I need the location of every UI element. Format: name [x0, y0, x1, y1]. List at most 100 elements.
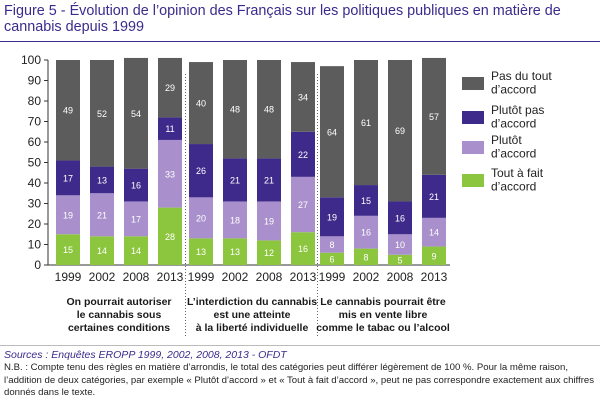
bar-segment-pas-du-tout: [189, 62, 213, 145]
data-label: 13: [97, 175, 107, 185]
data-label: 64: [327, 127, 337, 137]
group-label: est une atteinte: [213, 309, 290, 321]
legend-label: d’accord: [491, 83, 536, 97]
data-label: 61: [361, 118, 371, 128]
bar-segment-plutot: [124, 201, 148, 237]
data-label: 27: [298, 200, 308, 210]
legend-swatch-pas-du-tout: [462, 77, 484, 90]
bar-segment-tout-a-fait: [223, 238, 247, 265]
x-tick-label: 1999: [188, 270, 215, 284]
x-tick-label: 2013: [290, 270, 317, 284]
data-label: 13: [196, 247, 206, 257]
data-label: 14: [97, 246, 107, 256]
bar-segment-pas-du-tout: [90, 60, 114, 167]
group-label: On pourrait autoriser: [66, 296, 171, 308]
data-label: 29: [165, 83, 175, 93]
legend-label: d’accord: [491, 117, 536, 131]
data-label: 15: [361, 196, 371, 206]
data-label: 21: [264, 175, 274, 185]
bar-segment-plutot: [422, 217, 446, 247]
bar-segment-tout-a-fait: [189, 238, 213, 265]
data-label: 22: [298, 150, 308, 160]
stacked-bar-chart: 0 10 20 30 40 50 60 70 80 90 100 15 19 17 49 1999 14 21 1…: [21, 53, 552, 337]
group-label: Le cannabis pourrait être: [320, 296, 446, 308]
x-tick-label: 1999: [55, 270, 82, 284]
bar-segment-tout-a-fait: [124, 236, 148, 265]
data-label: 10: [395, 240, 405, 250]
data-label: 14: [131, 246, 141, 256]
legend-swatch-plutot: [462, 141, 484, 154]
data-label: 8: [363, 252, 368, 262]
bar-segment-plutot-pas: [90, 166, 114, 194]
bar-segment-tout-a-fait: [291, 232, 315, 265]
y-tick-label: 90: [28, 74, 42, 88]
data-label: 19: [264, 216, 274, 226]
y-tick-label: 10: [28, 238, 42, 252]
data-label: 26: [196, 166, 206, 176]
bar-segment-plutot-pas: [257, 158, 281, 202]
data-label: 15: [63, 245, 73, 255]
group-label: mis en vente libre: [339, 309, 428, 321]
bar-segment-tout-a-fait: [320, 252, 344, 265]
data-label: 40: [196, 99, 206, 109]
bar-segment-pas-du-tout: [257, 60, 281, 159]
data-label: 21: [230, 175, 240, 185]
data-label: 69: [395, 126, 405, 136]
legend-label: d’accord: [491, 147, 536, 161]
data-label: 17: [131, 214, 141, 224]
group-label: certaines conditions: [68, 322, 170, 334]
data-label: 8: [329, 240, 334, 250]
group-label: comme le tabac ou l’alcool: [316, 322, 450, 334]
data-label: 9: [431, 251, 436, 261]
bar-segment-plutot-pas: [388, 201, 412, 235]
figure-title: Figure 5 - Évolution de l’opinion des Fr…: [4, 3, 561, 35]
data-label: 16: [361, 228, 371, 238]
bar-segment-pas-du-tout: [56, 60, 80, 161]
y-tick-label: 70: [28, 115, 42, 129]
data-label: 21: [97, 210, 107, 220]
data-label: 54: [131, 109, 141, 119]
bar-segment-plutot: [90, 193, 114, 237]
bar-segment-pas-du-tout: [320, 66, 344, 198]
data-label: 21: [429, 192, 439, 202]
legend-label: Plutôt pas: [491, 103, 544, 117]
group-label: à la liberté individuelle: [196, 322, 309, 334]
bar-segment-plutot: [158, 139, 182, 208]
x-tick-label: 2013: [157, 270, 184, 284]
bar-segment-tout-a-fait: [56, 234, 80, 265]
data-label: 28: [165, 232, 175, 242]
legend-label: Tout à fait: [491, 166, 544, 180]
legend-label: Pas du tout: [491, 69, 552, 83]
x-tick-label: 2002: [222, 270, 249, 284]
bar-segment-plutot: [257, 201, 281, 241]
data-label: 14: [429, 228, 439, 238]
bar-segment-tout-a-fait: [90, 236, 114, 265]
data-label: 49: [63, 106, 73, 116]
bar-segment-plutot: [223, 201, 247, 239]
bar-segment-tout-a-fait: [257, 240, 281, 265]
bar-segment-pas-du-tout: [354, 60, 378, 186]
data-label: 16: [298, 244, 308, 254]
bar-segment-plutot: [354, 215, 378, 249]
y-tick-label: 0: [34, 258, 41, 272]
bar-segment-tout-a-fait: [158, 207, 182, 265]
data-label: 33: [165, 169, 175, 179]
y-tick-label: 50: [28, 156, 42, 170]
bar-segment-plutot-pas: [320, 197, 344, 237]
data-label: 17: [63, 173, 73, 183]
x-tick-label: 2002: [353, 270, 380, 284]
bar-segment-tout-a-fait: [422, 246, 446, 265]
bar-segment-plutot-pas: [124, 168, 148, 202]
data-label: 12: [264, 248, 274, 258]
legend-label: d’accord: [491, 180, 536, 194]
y-tick-label: 40: [28, 176, 42, 190]
x-tick-label: 2008: [256, 270, 283, 284]
y-tick-label: 100: [21, 53, 41, 67]
bar-segment-plutot: [291, 176, 315, 233]
bar-segment-tout-a-fait: [388, 254, 412, 265]
x-tick-label: 2013: [421, 270, 448, 284]
bar-segment-pas-du-tout: [223, 60, 247, 159]
data-label: 19: [327, 212, 337, 222]
data-label: 5: [397, 255, 402, 265]
bar-segment-pas-du-tout: [388, 60, 412, 202]
